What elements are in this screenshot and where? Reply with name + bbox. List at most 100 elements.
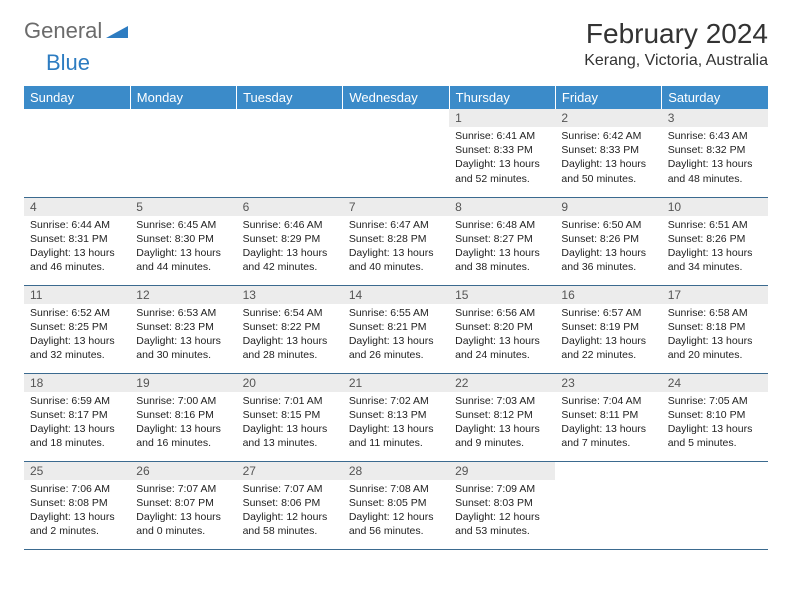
sunrise-text: Sunrise: 7:08 AM [349, 482, 443, 496]
sunrise-text: Sunrise: 6:45 AM [136, 218, 230, 232]
daylight-text: Daylight: 13 hours and 18 minutes. [30, 422, 124, 450]
calendar-cell: 10Sunrise: 6:51 AMSunset: 8:26 PMDayligh… [662, 197, 768, 285]
calendar-cell: 8Sunrise: 6:48 AMSunset: 8:27 PMDaylight… [449, 197, 555, 285]
sunset-text: Sunset: 8:15 PM [243, 408, 337, 422]
day-number: 28 [343, 462, 449, 480]
sunrise-text: Sunrise: 7:00 AM [136, 394, 230, 408]
weekday-header: Thursday [449, 86, 555, 109]
daylight-text: Daylight: 12 hours and 53 minutes. [455, 510, 549, 538]
calendar-cell: 20Sunrise: 7:01 AMSunset: 8:15 PMDayligh… [237, 373, 343, 461]
sunrise-text: Sunrise: 6:47 AM [349, 218, 443, 232]
daylight-text: Daylight: 13 hours and 38 minutes. [455, 246, 549, 274]
calendar-cell: 11Sunrise: 6:52 AMSunset: 8:25 PMDayligh… [24, 285, 130, 373]
day-number: 9 [555, 198, 661, 216]
calendar-cell: . [343, 109, 449, 197]
logo-text-general: General [24, 18, 102, 44]
day-number: 23 [555, 374, 661, 392]
daylight-text: Daylight: 13 hours and 16 minutes. [136, 422, 230, 450]
daylight-text: Daylight: 12 hours and 58 minutes. [243, 510, 337, 538]
calendar-cell: 7Sunrise: 6:47 AMSunset: 8:28 PMDaylight… [343, 197, 449, 285]
day-number: 8 [449, 198, 555, 216]
sunrise-text: Sunrise: 6:50 AM [561, 218, 655, 232]
day-number: 6 [237, 198, 343, 216]
sunrise-text: Sunrise: 7:01 AM [243, 394, 337, 408]
sunrise-text: Sunrise: 6:57 AM [561, 306, 655, 320]
calendar-cell: 16Sunrise: 6:57 AMSunset: 8:19 PMDayligh… [555, 285, 661, 373]
daylight-text: Daylight: 13 hours and 7 minutes. [561, 422, 655, 450]
daylight-text: Daylight: 13 hours and 30 minutes. [136, 334, 230, 362]
calendar-cell: . [237, 109, 343, 197]
day-details: Sunrise: 6:55 AMSunset: 8:21 PMDaylight:… [343, 304, 449, 367]
day-details: Sunrise: 7:00 AMSunset: 8:16 PMDaylight:… [130, 392, 236, 455]
sunrise-text: Sunrise: 7:05 AM [668, 394, 762, 408]
calendar-cell: 21Sunrise: 7:02 AMSunset: 8:13 PMDayligh… [343, 373, 449, 461]
calendar-body: ....1Sunrise: 6:41 AMSunset: 8:33 PMDayl… [24, 109, 768, 549]
day-number: 15 [449, 286, 555, 304]
day-number: 10 [662, 198, 768, 216]
daylight-text: Daylight: 13 hours and 50 minutes. [561, 157, 655, 185]
day-details: Sunrise: 7:09 AMSunset: 8:03 PMDaylight:… [449, 480, 555, 543]
daylight-text: Daylight: 12 hours and 56 minutes. [349, 510, 443, 538]
day-details: Sunrise: 7:03 AMSunset: 8:12 PMDaylight:… [449, 392, 555, 455]
daylight-text: Daylight: 13 hours and 32 minutes. [30, 334, 124, 362]
sunrise-text: Sunrise: 6:54 AM [243, 306, 337, 320]
logo-triangle-icon [106, 22, 128, 43]
calendar-cell: 5Sunrise: 6:45 AMSunset: 8:30 PMDaylight… [130, 197, 236, 285]
calendar-row: 25Sunrise: 7:06 AMSunset: 8:08 PMDayligh… [24, 461, 768, 549]
sunset-text: Sunset: 8:18 PM [668, 320, 762, 334]
sunrise-text: Sunrise: 6:55 AM [349, 306, 443, 320]
day-number: 29 [449, 462, 555, 480]
weekday-header: Friday [555, 86, 661, 109]
weekday-header: Sunday [24, 86, 130, 109]
day-number: 24 [662, 374, 768, 392]
day-details: Sunrise: 6:45 AMSunset: 8:30 PMDaylight:… [130, 216, 236, 279]
day-number: 11 [24, 286, 130, 304]
sunrise-text: Sunrise: 6:51 AM [668, 218, 762, 232]
day-details: Sunrise: 7:01 AMSunset: 8:15 PMDaylight:… [237, 392, 343, 455]
calendar-cell: 28 Sunrise: 7:08 AMSunset: 8:05 PMDayligh… [343, 461, 449, 549]
calendar-cell: 25Sunrise: 7:06 AMSunset: 8:08 PMDayligh… [24, 461, 130, 549]
calendar-cell: 3Sunrise: 6:43 AMSunset: 8:32 PMDaylight… [662, 109, 768, 197]
day-number: 4 [24, 198, 130, 216]
sunset-text: Sunset: 8:05 PM [349, 496, 443, 510]
sunrise-text: Sunrise: 6:41 AM [455, 129, 549, 143]
calendar-cell: 12Sunrise: 6:53 AMSunset: 8:23 PMDayligh… [130, 285, 236, 373]
day-details: Sunrise: 6:58 AMSunset: 8:18 PMDaylight:… [662, 304, 768, 367]
daylight-text: Daylight: 13 hours and 34 minutes. [668, 246, 762, 274]
sunset-text: Sunset: 8:16 PM [136, 408, 230, 422]
sunset-text: Sunset: 8:06 PM [243, 496, 337, 510]
daylight-text: Daylight: 13 hours and 11 minutes. [349, 422, 443, 450]
day-details: Sunrise: 6:42 AMSunset: 8:33 PMDaylight:… [555, 127, 661, 190]
daylight-text: Daylight: 13 hours and 28 minutes. [243, 334, 337, 362]
daylight-text: Daylight: 13 hours and 48 minutes. [668, 157, 762, 185]
day-number: 27 [237, 462, 343, 480]
sunset-text: Sunset: 8:31 PM [30, 232, 124, 246]
day-number: 17 [662, 286, 768, 304]
calendar-cell: 9Sunrise: 6:50 AMSunset: 8:26 PMDaylight… [555, 197, 661, 285]
sunset-text: Sunset: 8:23 PM [136, 320, 230, 334]
weekday-header: Monday [130, 86, 236, 109]
sunrise-text: Sunrise: 6:59 AM [30, 394, 124, 408]
daylight-text: Daylight: 13 hours and 2 minutes. [30, 510, 124, 538]
daylight-text: Daylight: 13 hours and 42 minutes. [243, 246, 337, 274]
calendar-cell: 22Sunrise: 7:03 AMSunset: 8:12 PMDayligh… [449, 373, 555, 461]
calendar-cell: 24Sunrise: 7:05 AMSunset: 8:10 PMDayligh… [662, 373, 768, 461]
day-details: Sunrise: 6:52 AMSunset: 8:25 PMDaylight:… [24, 304, 130, 367]
calendar-cell: . [130, 109, 236, 197]
day-number: 1 [449, 109, 555, 127]
sunset-text: Sunset: 8:21 PM [349, 320, 443, 334]
daylight-text: Daylight: 13 hours and 9 minutes. [455, 422, 549, 450]
daylight-text: Daylight: 13 hours and 40 minutes. [349, 246, 443, 274]
daylight-text: Daylight: 13 hours and 52 minutes. [455, 157, 549, 185]
sunset-text: Sunset: 8:26 PM [561, 232, 655, 246]
sunset-text: Sunset: 8:30 PM [136, 232, 230, 246]
day-details: Sunrise: 7:07 AMSunset: 8:06 PMDaylight:… [237, 480, 343, 543]
calendar-cell: 6Sunrise: 6:46 AMSunset: 8:29 PMDaylight… [237, 197, 343, 285]
weekday-header: Tuesday [237, 86, 343, 109]
day-details: Sunrise: 6:53 AMSunset: 8:23 PMDaylight:… [130, 304, 236, 367]
day-details: Sunrise: 6:56 AMSunset: 8:20 PMDaylight:… [449, 304, 555, 367]
sunrise-text: Sunrise: 6:46 AM [243, 218, 337, 232]
day-details: Sunrise: 6:47 AMSunset: 8:28 PMDaylight:… [343, 216, 449, 279]
day-details: Sunrise: 7:02 AMSunset: 8:13 PMDaylight:… [343, 392, 449, 455]
day-details: Sunrise: 6:44 AMSunset: 8:31 PMDaylight:… [24, 216, 130, 279]
